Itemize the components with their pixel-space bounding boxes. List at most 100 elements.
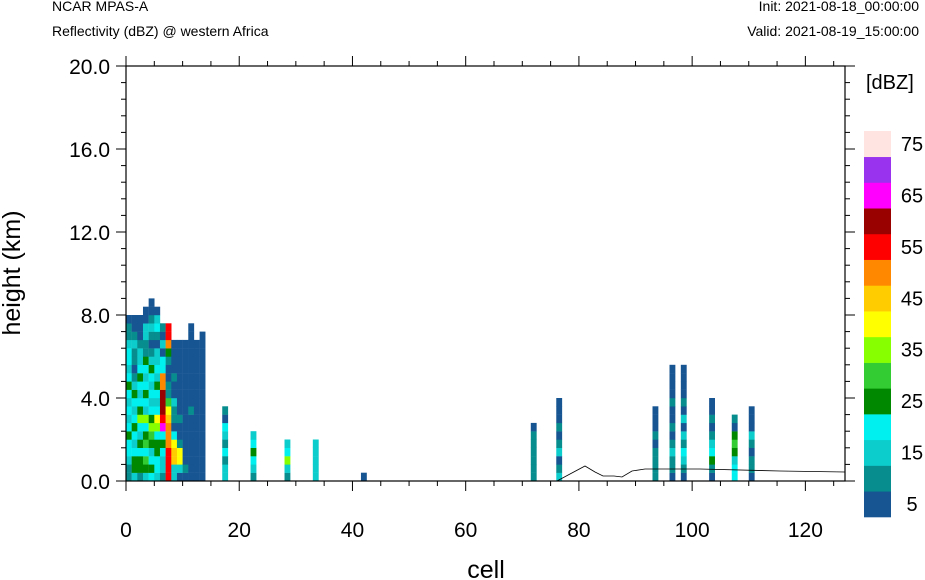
reflectivity-cell bbox=[193, 472, 200, 482]
reflectivity-cell bbox=[142, 439, 149, 448]
reflectivity-cell bbox=[171, 356, 178, 365]
reflectivity-cell bbox=[171, 373, 178, 382]
reflectivity-cell bbox=[680, 414, 687, 424]
colorbar-swatch bbox=[864, 182, 891, 209]
reflectivity-cell bbox=[199, 456, 206, 465]
reflectivity-cell bbox=[148, 414, 155, 424]
model-name: NCAR MPAS-A bbox=[52, 0, 149, 14]
reflectivity-cell bbox=[680, 381, 687, 390]
reflectivity-cell bbox=[126, 406, 132, 415]
reflectivity-cell bbox=[131, 331, 138, 341]
reflectivity-cell bbox=[680, 447, 687, 457]
reflectivity-cell bbox=[222, 464, 229, 473]
reflectivity-cell bbox=[222, 439, 229, 448]
reflectivity-cell bbox=[652, 447, 659, 457]
reflectivity-cell bbox=[193, 447, 200, 457]
valid-time: Valid: 2021-08-19_15:00:00 bbox=[747, 23, 919, 39]
reflectivity-cell bbox=[131, 414, 138, 424]
reflectivity-cell bbox=[165, 447, 172, 457]
reflectivity-cell bbox=[165, 414, 172, 424]
reflectivity-cell bbox=[669, 381, 676, 390]
reflectivity-cell bbox=[142, 373, 149, 382]
reflectivity-cell bbox=[284, 456, 291, 465]
reflectivity-cell bbox=[188, 339, 195, 349]
reflectivity-cell bbox=[652, 472, 659, 482]
reflectivity-cell bbox=[165, 398, 172, 407]
reflectivity-cell bbox=[131, 447, 138, 457]
reflectivity-cell bbox=[193, 406, 200, 415]
reflectivity-cell bbox=[142, 414, 149, 424]
reflectivity-cell bbox=[131, 456, 138, 465]
reflectivity-cell bbox=[131, 339, 138, 349]
reflectivity-cell bbox=[188, 431, 195, 440]
reflectivity-cell bbox=[199, 406, 206, 415]
reflectivity-cell bbox=[148, 356, 155, 365]
reflectivity-cell bbox=[748, 439, 755, 448]
reflectivity-cell bbox=[126, 315, 132, 324]
colorbar-swatch bbox=[864, 491, 891, 518]
reflectivity-cell bbox=[709, 447, 715, 457]
x-axis-label: cell bbox=[467, 556, 505, 580]
reflectivity-cell bbox=[159, 414, 166, 424]
reflectivity-cell bbox=[159, 339, 166, 349]
reflectivity-cell bbox=[142, 456, 149, 465]
reflectivity-cell bbox=[199, 398, 206, 407]
reflectivity-cell bbox=[142, 364, 149, 374]
reflectivity-cell bbox=[199, 339, 206, 349]
reflectivity-cell bbox=[680, 373, 687, 382]
reflectivity-cell bbox=[193, 364, 200, 374]
reflectivity-cell bbox=[222, 422, 229, 432]
colorbar-swatch bbox=[864, 259, 891, 286]
reflectivity-cell bbox=[126, 447, 132, 457]
reflectivity-cell bbox=[154, 414, 161, 424]
reflectivity-cell bbox=[748, 431, 755, 440]
reflectivity-cell bbox=[199, 447, 206, 457]
reflectivity-cell bbox=[709, 464, 715, 473]
reflectivity-cell bbox=[669, 398, 676, 407]
reflectivity-cell bbox=[709, 431, 715, 440]
reflectivity-cell bbox=[126, 398, 132, 407]
reflectivity-cell bbox=[731, 472, 738, 482]
reflectivity-cell bbox=[137, 364, 144, 374]
reflectivity-cell bbox=[193, 356, 200, 365]
reflectivity-cell bbox=[748, 464, 755, 473]
y-tick-label: 12.0 bbox=[69, 222, 110, 245]
reflectivity-cell bbox=[126, 439, 132, 448]
reflectivity-cell bbox=[154, 323, 161, 332]
colorbar-swatch bbox=[864, 131, 891, 158]
reflectivity-cell bbox=[159, 439, 166, 448]
reflectivity-cell bbox=[131, 398, 138, 407]
reflectivity-cell bbox=[284, 464, 291, 473]
reflectivity-cell bbox=[669, 439, 676, 448]
reflectivity-cell bbox=[284, 447, 291, 457]
reflectivity-cell bbox=[199, 414, 206, 424]
field-description: Reflectivity (dBZ) @ western Africa bbox=[52, 23, 269, 39]
reflectivity-cell bbox=[171, 447, 178, 457]
reflectivity-cell bbox=[176, 339, 183, 349]
reflectivity-cell bbox=[182, 422, 189, 432]
reflectivity-cell bbox=[680, 398, 687, 407]
reflectivity-cell bbox=[154, 389, 161, 399]
reflectivity-cell bbox=[154, 348, 161, 357]
reflectivity-cell bbox=[159, 331, 166, 341]
reflectivity-cell bbox=[131, 431, 138, 440]
reflectivity-cell bbox=[669, 389, 676, 399]
reflectivity-cell bbox=[312, 439, 319, 448]
x-tick-label: 60 bbox=[454, 519, 477, 542]
reflectivity-cell bbox=[188, 364, 195, 374]
x-tick-label: 100 bbox=[675, 519, 710, 542]
reflectivity-cell bbox=[176, 431, 183, 440]
reflectivity-cell bbox=[154, 315, 161, 324]
reflectivity-cell bbox=[159, 431, 166, 440]
reflectivity-cell bbox=[188, 406, 195, 415]
reflectivity-cell bbox=[126, 456, 132, 465]
reflectivity-cell bbox=[137, 439, 144, 448]
reflectivity-cell bbox=[284, 439, 291, 448]
reflectivity-cell bbox=[154, 406, 161, 415]
reflectivity-cell bbox=[176, 381, 183, 390]
reflectivity-cell bbox=[312, 472, 319, 482]
reflectivity-cell bbox=[137, 422, 144, 432]
reflectivity-cell bbox=[556, 464, 563, 473]
reflectivity-cell bbox=[199, 364, 206, 374]
